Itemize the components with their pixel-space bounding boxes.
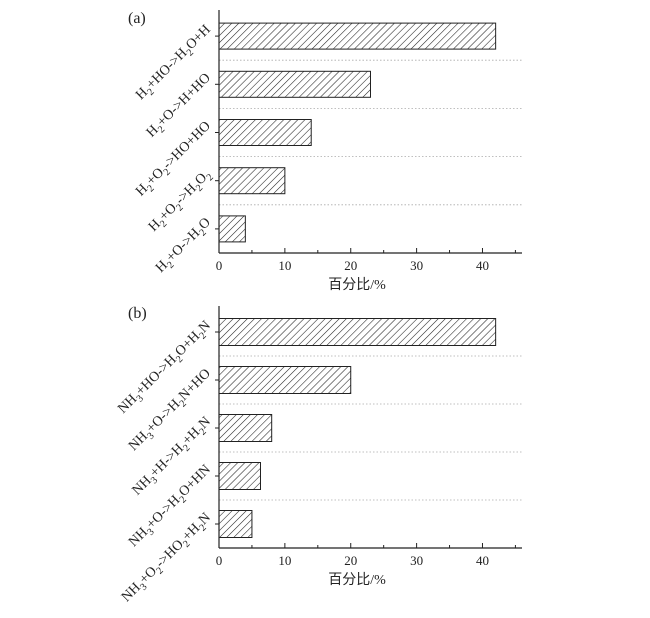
- chart-panel-2: (b)NH3+HO->H2O+H2NNH3+O->H2N+HONH3+H->H2…: [115, 305, 522, 607]
- x-tick-label: 30: [410, 553, 423, 568]
- panel-label: (b): [128, 305, 147, 322]
- bar-5: [218, 215, 246, 243]
- category-label-2: NH3+O->H2N+HO: [126, 366, 216, 456]
- bar-4: [218, 462, 261, 490]
- category-label-5: NH3+O2->HO2+H2N: [119, 510, 216, 607]
- category-label-3: NH3+H->H2+H2N: [130, 414, 216, 500]
- bar-5: [218, 510, 253, 538]
- x-tick-label: 40: [476, 553, 489, 568]
- x-tick-label: 10: [278, 258, 291, 273]
- bar-1: [218, 22, 497, 50]
- category-label-4: NH3+O->H2O+HN: [126, 462, 216, 552]
- chart-panel-1: (a)H2+HO->H2O+HH2+O->H+HOH2+O2->HO+HOH2+…: [128, 10, 522, 293]
- bar-3: [218, 119, 312, 146]
- x-tick-label: 20: [344, 258, 357, 273]
- bar-4: [218, 167, 286, 195]
- x-axis-title: 百分比/%: [328, 277, 386, 293]
- x-tick-label: 10: [278, 553, 291, 568]
- x-axis-title: 百分比/%: [328, 572, 386, 588]
- bar-1: [218, 318, 497, 346]
- category-label-1: H2+HO->H2O+H: [133, 22, 216, 105]
- x-tick-label: 0: [216, 258, 223, 273]
- x-tick-label: 20: [344, 553, 357, 568]
- x-tick-label: 30: [410, 258, 423, 273]
- x-tick-label: 0: [216, 553, 223, 568]
- bar-3: [218, 414, 273, 442]
- bar-2: [218, 366, 352, 394]
- panel-label: (a): [128, 10, 146, 27]
- bar-2: [218, 70, 371, 98]
- x-tick-label: 40: [476, 258, 489, 273]
